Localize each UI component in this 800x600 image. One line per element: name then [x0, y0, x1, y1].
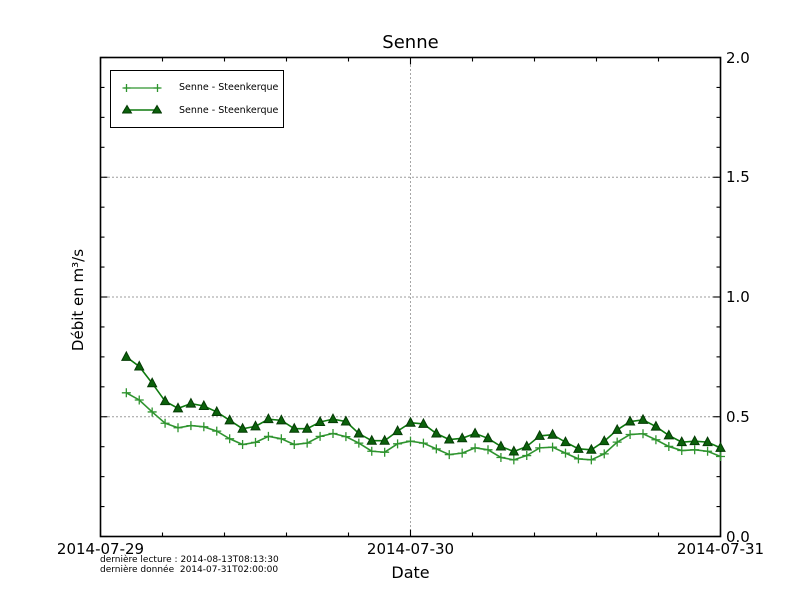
triangle-marker: [288, 422, 300, 433]
triangle-marker: [353, 427, 365, 438]
triangle-marker: [340, 415, 352, 426]
triangle-marker: [702, 436, 713, 447]
triangle-marker: [418, 417, 429, 428]
legend-label: Senne - Steenkerque: [179, 104, 279, 116]
triangle-marker: [637, 413, 649, 424]
plus-markers: [121, 388, 725, 465]
triangle-marker: [366, 434, 378, 445]
y-tick-label: 0.0: [726, 527, 750, 546]
triangle-marker: [534, 429, 545, 440]
triangle-marker: [495, 440, 507, 451]
triangle-marker: [456, 432, 468, 443]
triangle-marker: [443, 433, 455, 444]
legend-plus-marker-icon: [122, 83, 162, 92]
footnote-last-data: dernière donnée 2014-07-31T02:00:00: [100, 564, 279, 575]
triangle-marker: [121, 350, 132, 361]
footnote-last-reading: dernière lecture : 2014-08-13T08:13:30: [100, 555, 279, 565]
triangle-marker: [172, 402, 184, 413]
triangle-marker: [469, 427, 481, 438]
triangle-marker: [392, 425, 403, 436]
triangle-marker: [211, 405, 223, 416]
triangle-marker: [586, 443, 597, 454]
triangle-marker: [689, 435, 700, 446]
triangle-marker: [598, 435, 610, 446]
legend: Senne - Steenkerque Senne - Steenkerque: [110, 70, 284, 128]
legend-item: Senne - Steenkerque: [122, 82, 283, 94]
legend-label: Senne - Steenkerque: [179, 82, 279, 94]
triangle-marker: [159, 395, 171, 406]
triangle-marker: [560, 436, 571, 447]
triangle-marker: [663, 429, 675, 440]
triangle-marker: [314, 415, 326, 427]
triangle-marker: [431, 427, 442, 438]
triangle-marker: [301, 422, 313, 433]
triangle-marker: [521, 440, 533, 451]
triangle-marker: [611, 423, 623, 434]
plot-border: [99, 56, 722, 538]
triangle-marker: [379, 434, 390, 445]
series-1-line: [125, 356, 721, 453]
triangle-marker: [327, 413, 339, 424]
triangle-marker: [676, 436, 688, 447]
x-tick-label: 2014-07-29: [56, 540, 145, 558]
x-tick-label: 2014-07-31: [676, 540, 765, 558]
y-tick-label: 1.0: [726, 288, 750, 306]
triangle-marker: [198, 399, 210, 410]
triangle-marker: [276, 414, 287, 425]
triangle-marker: [133, 360, 145, 371]
triangle-marker: [146, 377, 158, 388]
chart-title: Senne: [382, 32, 439, 53]
triangle-marker: [250, 420, 261, 431]
y-tick-label: 2.0: [726, 48, 750, 67]
triangle-marker: [224, 414, 235, 425]
legend-item: Senne - Steenkerque: [122, 104, 283, 116]
triangle-marker: [237, 422, 248, 433]
x-axis-label: Date: [391, 563, 430, 582]
legend-triangle-marker-icon: [122, 104, 162, 114]
triangle-marker: [547, 428, 558, 439]
triangle-marker: [263, 413, 274, 424]
triangle-marker: [624, 415, 636, 426]
triangle-marker: [508, 445, 520, 456]
x-tick-label: 2014-07-30: [366, 540, 455, 558]
y-tick-label: 0.5: [726, 407, 750, 426]
triangle-marker: [573, 442, 584, 453]
y-tick-label: 1.5: [726, 168, 750, 187]
triangle-marker: [185, 397, 197, 408]
triangle-marker: [405, 416, 416, 427]
triangle-marker: [650, 420, 662, 431]
triangle-marker: [482, 432, 494, 443]
triangle-marker: [715, 441, 726, 452]
